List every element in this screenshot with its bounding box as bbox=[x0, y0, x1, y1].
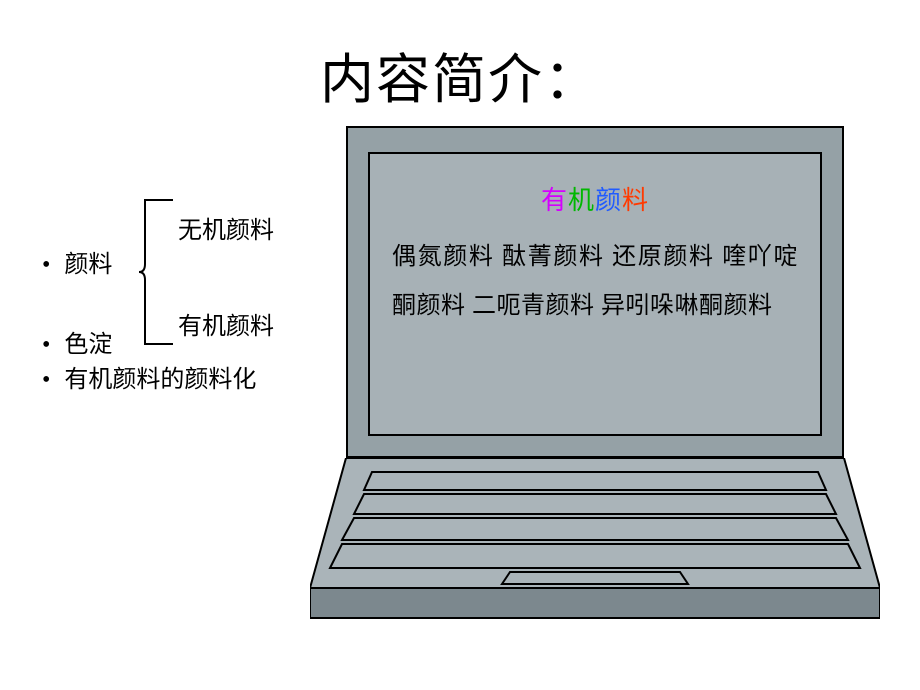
screen-title: 有机颜料 bbox=[392, 172, 798, 229]
laptop-screen: 有机颜料 偶氮颜料 酞菁颜料 还原颜料 喹吖啶酮颜料 二呃青颜料 异吲哚啉酮颜料 bbox=[368, 152, 822, 436]
branch-organic: 有机颜料 bbox=[178, 306, 274, 341]
bullet-item-pigmentation: 有机颜料的颜料化 bbox=[42, 367, 256, 393]
title-char-3: 颜 bbox=[595, 186, 622, 215]
laptop-graphic: 有机颜料 偶氮颜料 酞菁颜料 还原颜料 喹吖啶酮颜料 二呃青颜料 异吲哚啉酮颜料 bbox=[310, 126, 880, 656]
title-char-1: 有 bbox=[541, 186, 568, 215]
screen-body-text: 偶氮颜料 酞菁颜料 还原颜料 喹吖啶酮颜料 二呃青颜料 异吲哚啉酮颜料 bbox=[392, 233, 798, 331]
page-title: 内容简介： bbox=[0, 35, 920, 114]
title-char-4: 料 bbox=[622, 186, 649, 215]
laptop-keyboard bbox=[310, 458, 880, 648]
branch-inorganic: 无机颜料 bbox=[178, 210, 274, 245]
brace-icon bbox=[137, 198, 175, 346]
title-char-2: 机 bbox=[568, 186, 595, 215]
